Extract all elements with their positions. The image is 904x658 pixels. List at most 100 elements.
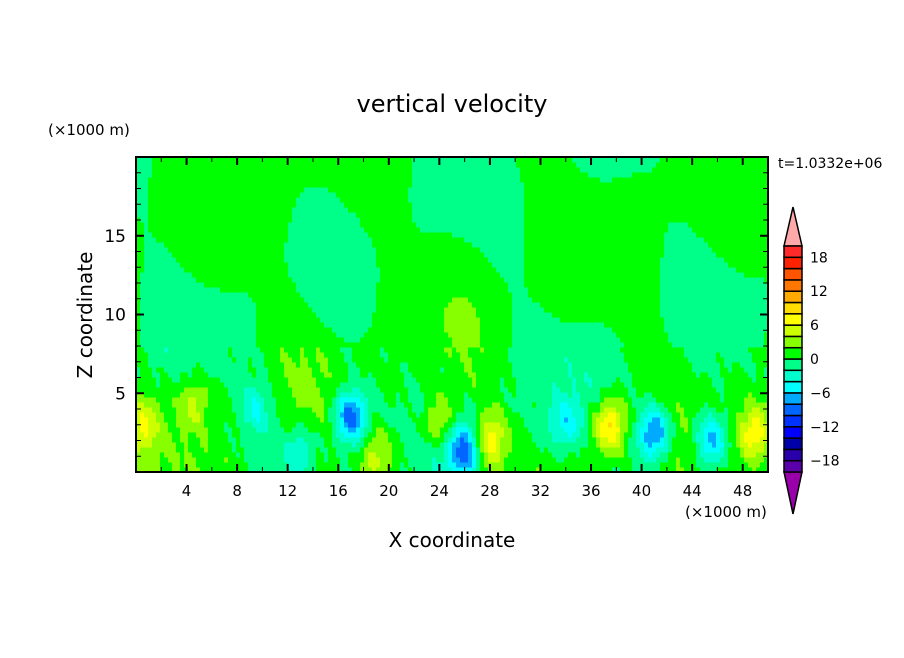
contour-cell bbox=[136, 447, 141, 453]
contour-cell bbox=[300, 417, 305, 423]
contour-cell bbox=[652, 322, 657, 328]
contour-cell bbox=[356, 422, 361, 428]
contour-cell bbox=[300, 467, 305, 473]
contour-cell bbox=[308, 457, 313, 463]
contour-cell bbox=[628, 457, 633, 463]
contour-cell bbox=[400, 382, 405, 388]
contour-cell bbox=[304, 432, 309, 438]
contour-cell bbox=[320, 372, 325, 378]
contour-cell bbox=[256, 327, 261, 333]
contour-cell bbox=[692, 322, 697, 328]
contour-cell bbox=[528, 402, 533, 408]
contour-cell bbox=[548, 447, 553, 453]
contour-cell bbox=[484, 372, 489, 378]
contour-cell bbox=[368, 382, 373, 388]
contour-cell bbox=[752, 427, 757, 433]
contour-cell bbox=[524, 367, 529, 373]
contour-cell bbox=[760, 352, 765, 358]
contour-cell bbox=[272, 447, 277, 453]
contour-cell bbox=[712, 417, 717, 423]
contour-cell bbox=[536, 452, 541, 458]
contour-cell bbox=[372, 322, 377, 328]
contour-cell bbox=[632, 417, 637, 423]
contour-cell bbox=[152, 327, 157, 333]
contour-cell bbox=[228, 317, 233, 323]
contour-cell bbox=[292, 462, 297, 468]
contour-cell bbox=[716, 447, 721, 453]
contour-cell bbox=[672, 352, 677, 358]
contour-cell bbox=[764, 337, 769, 343]
contour-cell bbox=[500, 437, 505, 443]
contour-cell bbox=[496, 352, 501, 358]
contour-cell bbox=[172, 462, 177, 468]
contour-cell bbox=[296, 397, 301, 403]
contour-cell bbox=[760, 392, 765, 398]
contour-cell bbox=[468, 317, 473, 323]
contour-cell bbox=[728, 367, 733, 373]
contour-cell bbox=[232, 457, 237, 463]
contour-cell bbox=[528, 442, 533, 448]
contour-cell bbox=[380, 317, 385, 323]
contour-cell bbox=[540, 322, 545, 328]
contour-cell bbox=[608, 437, 613, 443]
contour-cell bbox=[268, 427, 273, 433]
contour-cell bbox=[708, 322, 713, 328]
contour-cell bbox=[184, 377, 189, 383]
contour-cell bbox=[424, 437, 429, 443]
contour-cell bbox=[612, 452, 617, 458]
contour-cell bbox=[700, 462, 705, 468]
contour-cell bbox=[416, 317, 421, 323]
contour-cell bbox=[672, 442, 677, 448]
contour-cell bbox=[408, 327, 413, 333]
contour-cell bbox=[672, 462, 677, 468]
contour-cell bbox=[720, 382, 725, 388]
contour-cell bbox=[164, 367, 169, 373]
contour-cell bbox=[304, 387, 309, 393]
contour-cell bbox=[588, 372, 593, 378]
contour-cell bbox=[444, 312, 449, 318]
contour-cell bbox=[348, 367, 353, 373]
contour-cell bbox=[500, 347, 505, 353]
contour-cell bbox=[236, 337, 241, 343]
contour-cell bbox=[548, 332, 553, 338]
contour-cell bbox=[200, 357, 205, 363]
contour-cell bbox=[556, 427, 561, 433]
contour-cell bbox=[156, 422, 161, 428]
contour-cell bbox=[676, 402, 681, 408]
contour-cell bbox=[584, 402, 589, 408]
contour-cell bbox=[280, 372, 285, 378]
contour-cell bbox=[456, 327, 461, 333]
contour-cell bbox=[144, 347, 149, 353]
contour-cell bbox=[448, 352, 453, 358]
contour-cell bbox=[408, 417, 413, 423]
contour-cell bbox=[660, 417, 665, 423]
contour-cell bbox=[484, 377, 489, 383]
contour-cell bbox=[348, 422, 353, 428]
contour-cell bbox=[716, 437, 721, 443]
contour-cell bbox=[640, 427, 645, 433]
contour-cell bbox=[640, 402, 645, 408]
contour-cell bbox=[580, 367, 585, 373]
contour-cell bbox=[348, 452, 353, 458]
contour-cell bbox=[624, 462, 629, 468]
contour-cell bbox=[172, 457, 177, 463]
contour-cell bbox=[624, 342, 629, 348]
contour-cell bbox=[288, 427, 293, 433]
contour-cell bbox=[332, 417, 337, 423]
contour-cell bbox=[232, 392, 237, 398]
contour-cell bbox=[392, 397, 397, 403]
contour-cell bbox=[200, 467, 205, 473]
contour-cell bbox=[312, 332, 317, 338]
contour-cell bbox=[680, 452, 685, 458]
contour-cell bbox=[756, 377, 761, 383]
contour-cell bbox=[392, 352, 397, 358]
contour-cell bbox=[344, 412, 349, 418]
contour-cell bbox=[688, 437, 693, 443]
contour-cell bbox=[672, 362, 677, 368]
contour-cell bbox=[684, 467, 689, 473]
contour-cell bbox=[520, 442, 525, 448]
contour-cell bbox=[536, 362, 541, 368]
contour-cell bbox=[528, 427, 533, 433]
contour-cell bbox=[548, 432, 553, 438]
contour-cell bbox=[592, 357, 597, 363]
